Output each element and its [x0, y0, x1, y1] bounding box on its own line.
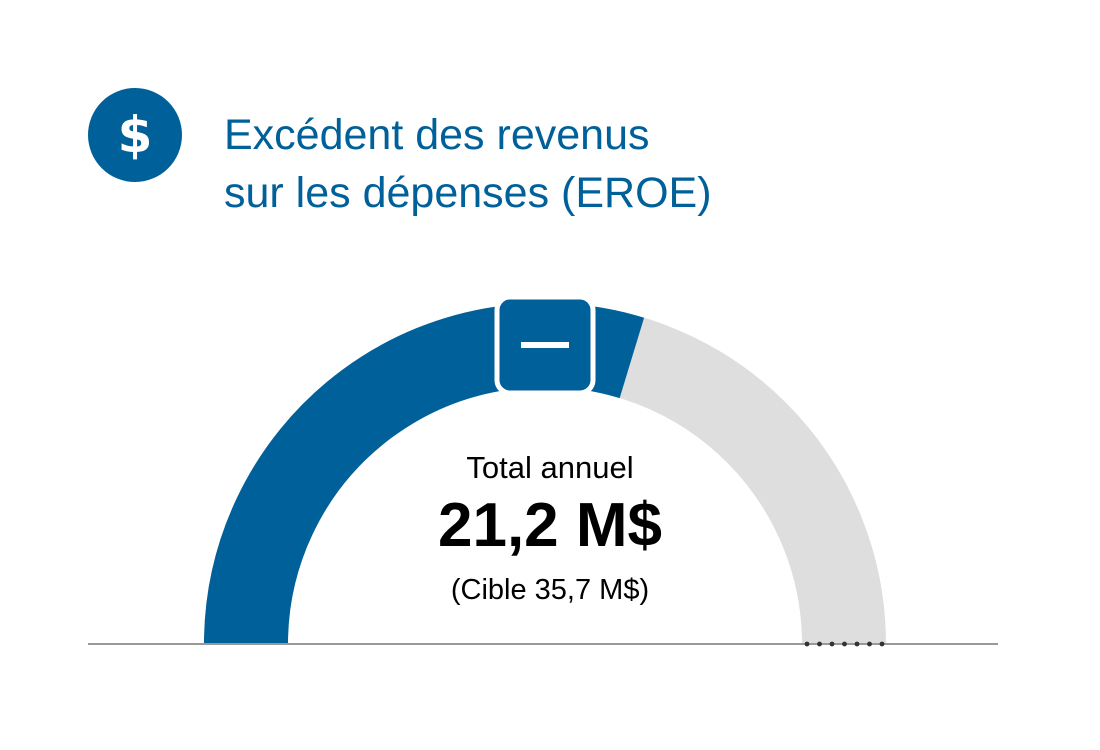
target-dot [854, 641, 860, 647]
target-dot [867, 641, 872, 647]
title-line-1: Excédent des revenus [224, 111, 650, 159]
target-dot [817, 641, 822, 647]
chart-title: Excédent des revenus sur les dépenses (E… [224, 106, 712, 222]
status-badge [494, 294, 596, 396]
target-dot [842, 641, 847, 647]
gauge-value: 21,2 M$ [437, 491, 663, 560]
title-line-2: sur les dépenses (EROE) [224, 169, 712, 217]
target-dots [804, 641, 885, 647]
target-dot [804, 641, 810, 647]
gauge-label: Total annuel [466, 450, 634, 485]
header: $ Excédent des revenus sur les dépenses … [88, 88, 988, 228]
target-dot [879, 641, 885, 647]
gauge-target: (Cible 35,7 M$) [450, 574, 650, 606]
minus-icon [521, 342, 569, 348]
target-dot [829, 641, 835, 647]
dollar-icon: $ [88, 88, 182, 182]
